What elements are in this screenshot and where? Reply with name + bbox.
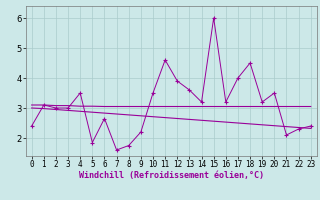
X-axis label: Windchill (Refroidissement éolien,°C): Windchill (Refroidissement éolien,°C) (79, 171, 264, 180)
